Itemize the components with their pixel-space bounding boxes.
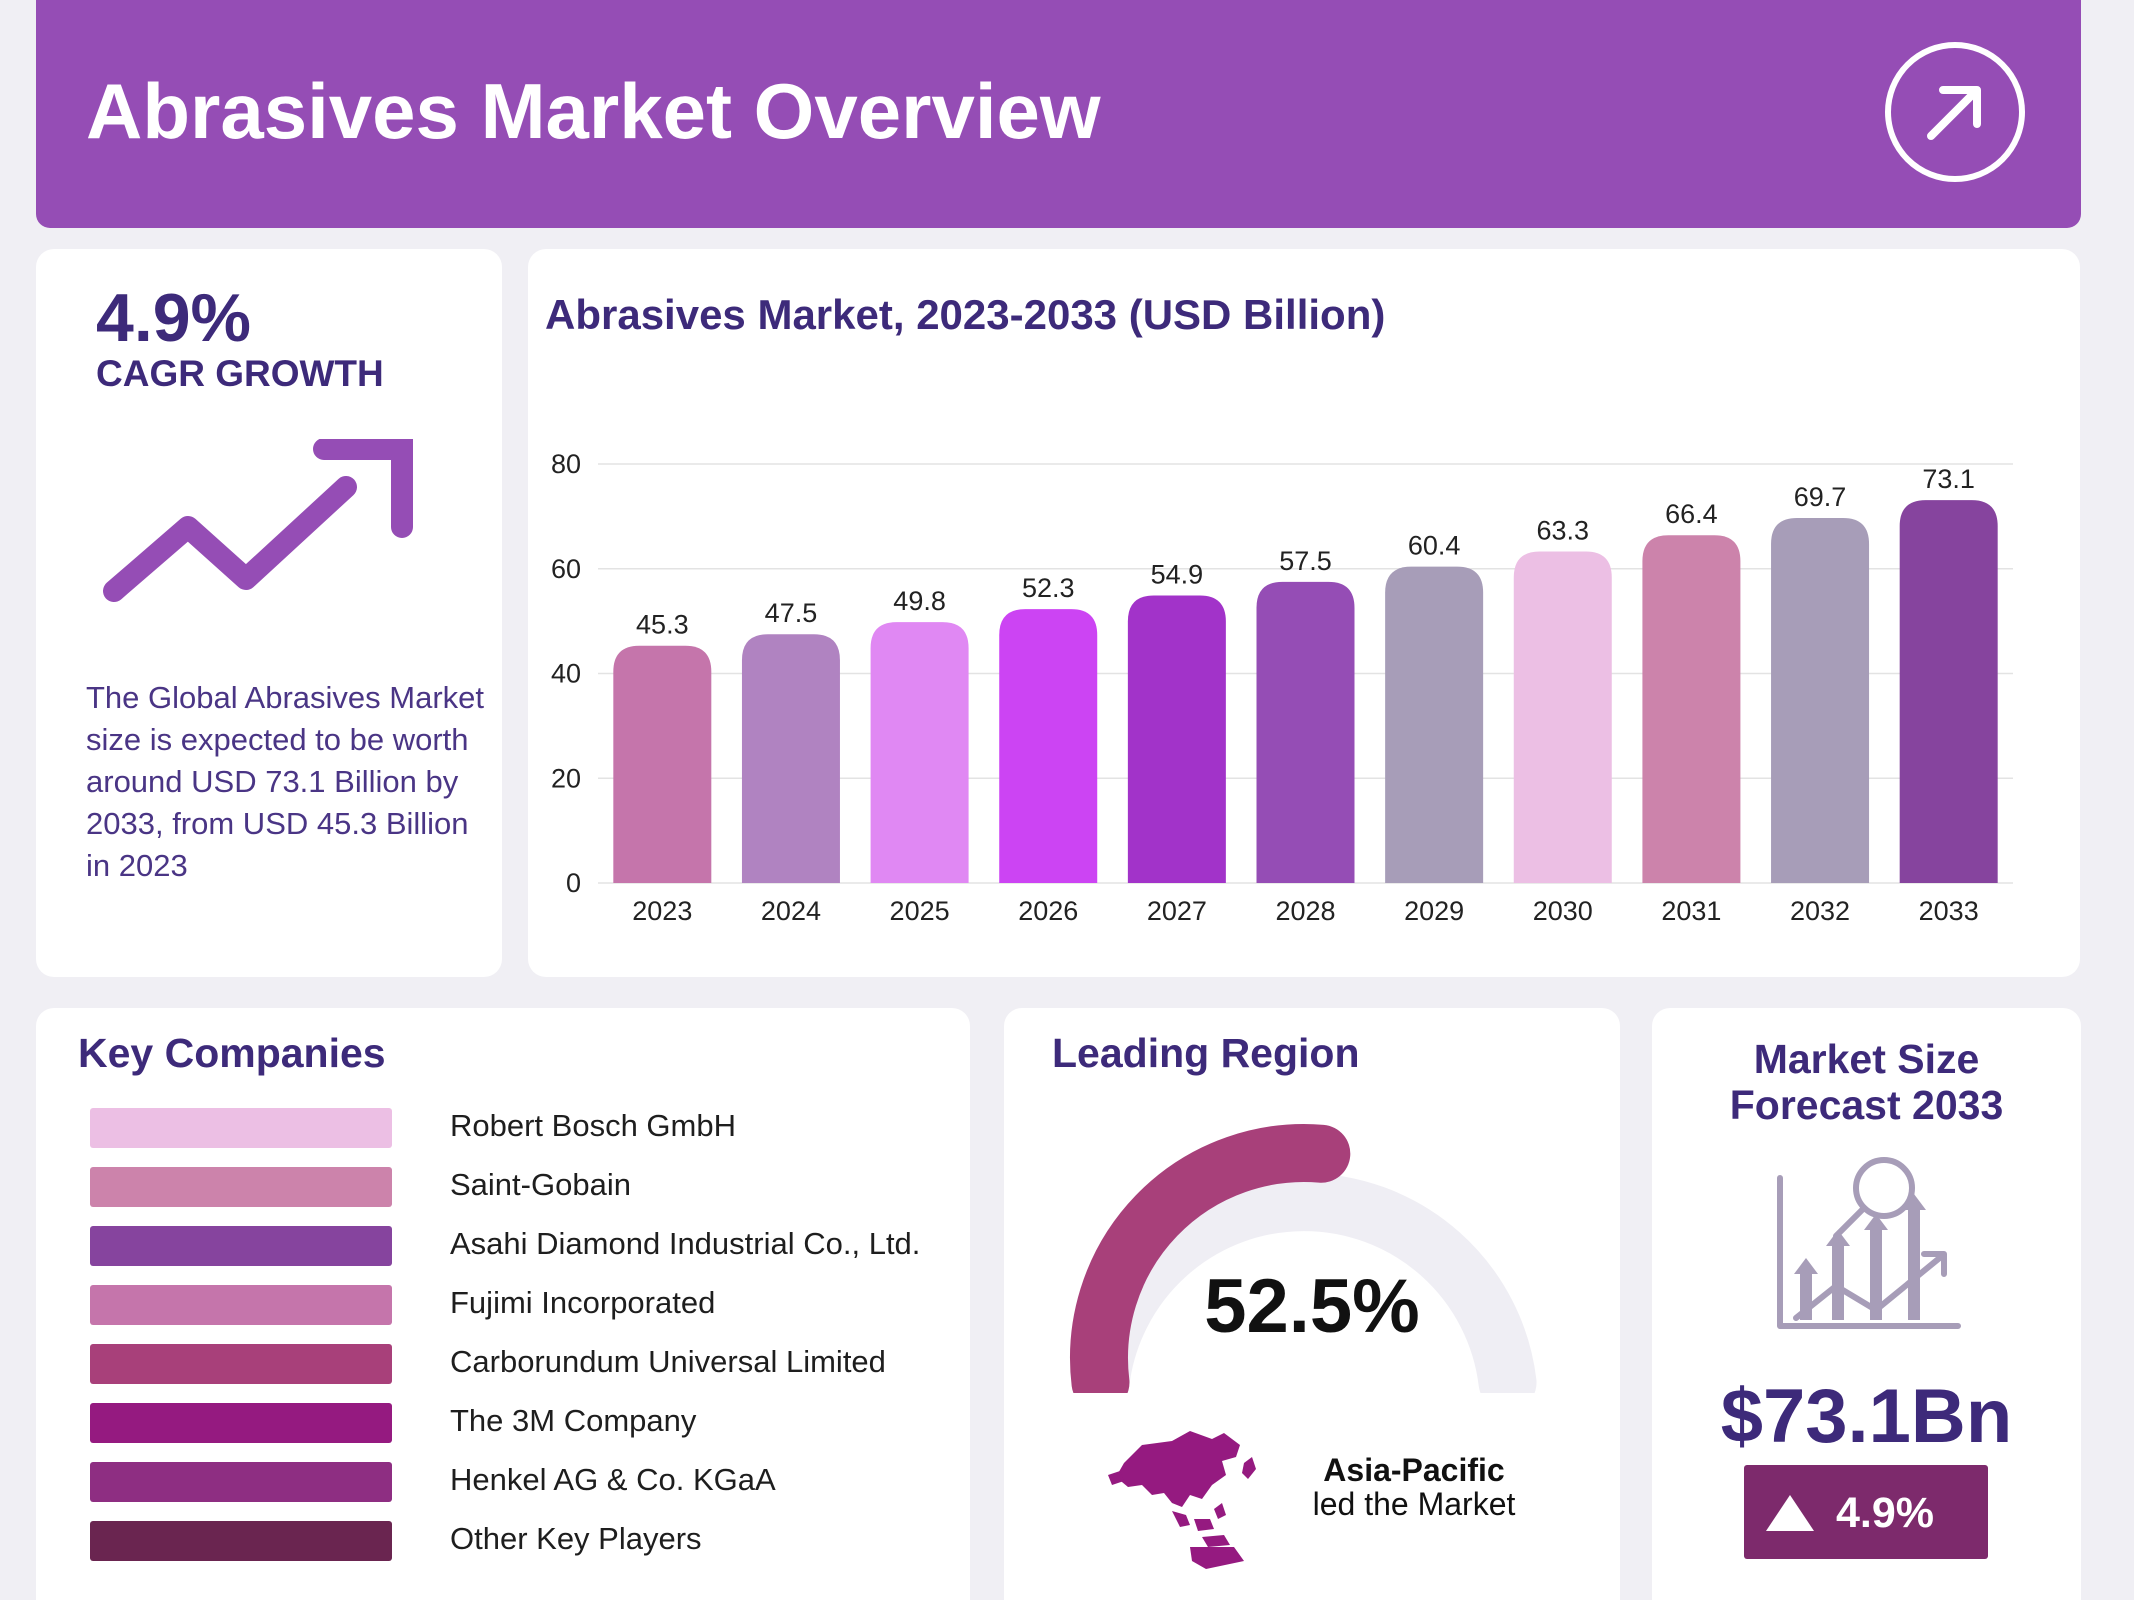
region-subtitle: led the Market	[1312, 1486, 1516, 1522]
company-swatch	[90, 1462, 392, 1502]
companies-title: Key Companies	[78, 1030, 386, 1076]
x-tick-label: 2024	[761, 896, 821, 926]
y-tick-label: 60	[551, 554, 581, 584]
y-tick-label: 0	[566, 868, 581, 898]
bar	[1771, 517, 1870, 883]
data-label: 54.9	[1151, 559, 1204, 589]
leading-region-card: Leading Region 52.5% Asia-Pacific led th…	[1004, 1008, 1620, 1600]
trend-up-icon	[103, 439, 413, 602]
company-swatch	[90, 1403, 392, 1443]
bar	[1513, 551, 1612, 883]
cagr-description: The Global Abrasives Market size is expe…	[86, 680, 485, 883]
cagr-card: 4.9% CAGR GROWTH The Global Abrasives Ma…	[36, 249, 502, 977]
forecast-title: Market Size Forecast 2033	[1652, 1036, 2081, 1128]
y-tick-label: 80	[551, 449, 581, 479]
growth-badge: 4.9%	[1744, 1465, 1988, 1559]
forecast-value: $73.1Bn	[1720, 1374, 2013, 1459]
data-label: 49.8	[893, 586, 946, 616]
company-row: Asahi Diamond Industrial Co., Ltd.	[90, 1224, 950, 1266]
company-name: Robert Bosch GmbH	[450, 1108, 736, 1143]
region-share-value: 52.5%	[1204, 1264, 1420, 1349]
company-row: Fujimi Incorporated	[90, 1283, 950, 1325]
asia-pacific-map-icon	[1108, 1431, 1256, 1569]
forecast-title-line1: Market Size	[1753, 1036, 1980, 1082]
data-label: 52.3	[1022, 573, 1075, 603]
page-title: Abrasives Market Overview	[86, 67, 1101, 155]
company-row: Carborundum Universal Limited	[90, 1342, 950, 1384]
data-label: 73.1	[1922, 464, 1975, 494]
bar	[1385, 566, 1484, 883]
company-name: Henkel AG & Co. KGaA	[450, 1462, 776, 1497]
company-row: Henkel AG & Co. KGaA	[90, 1460, 950, 1502]
bar	[999, 609, 1098, 883]
company-swatch	[90, 1226, 392, 1266]
y-tick-label: 20	[551, 763, 581, 793]
x-tick-label: 2031	[1661, 896, 1721, 926]
company-swatch	[90, 1167, 392, 1207]
x-tick-label: 2026	[1018, 896, 1078, 926]
x-tick-label: 2025	[890, 896, 950, 926]
company-name: Fujimi Incorporated	[450, 1285, 716, 1320]
data-label: 57.5	[1279, 546, 1332, 576]
bar	[613, 645, 712, 883]
region-name: Asia-Pacific	[1323, 1452, 1505, 1488]
company-swatch	[90, 1521, 392, 1561]
company-swatch	[90, 1344, 392, 1384]
bar	[1256, 581, 1355, 883]
header-banner: Abrasives Market Overview	[36, 0, 2081, 228]
bar-chart: 0 20 40 60 80 45.3 2023 47.5 2024 49.8 2025 52.3 202…	[551, 449, 2013, 926]
growth-badge-value: 4.9%	[1836, 1489, 1935, 1537]
company-name: Saint-Gobain	[450, 1167, 631, 1202]
company-row: Robert Bosch GmbH	[90, 1106, 950, 1148]
company-row: The 3M Company	[90, 1401, 950, 1443]
x-tick-label: 2033	[1919, 896, 1979, 926]
company-row: Saint-Gobain	[90, 1165, 950, 1207]
triangle-up-icon	[1766, 1495, 1814, 1531]
data-label: 60.4	[1408, 531, 1461, 561]
x-tick-label: 2027	[1147, 896, 1207, 926]
forecast-title-line2: Forecast 2033	[1729, 1082, 2004, 1128]
company-name: Carborundum Universal Limited	[450, 1344, 886, 1379]
bar	[1642, 535, 1741, 883]
x-tick-label: 2029	[1404, 896, 1464, 926]
company-name: Asahi Diamond Industrial Co., Ltd.	[450, 1226, 921, 1261]
key-companies-card: Key Companies Robert Bosch GmbH Saint-Go…	[36, 1008, 970, 1600]
x-tick-label: 2028	[1275, 896, 1335, 926]
data-label: 69.7	[1794, 482, 1847, 512]
y-tick-label: 40	[551, 659, 581, 689]
x-tick-label: 2030	[1533, 896, 1593, 926]
arrow-up-right-icon[interactable]	[1883, 40, 2027, 184]
market-forecast-card: Market Size Forecast 2033 $73.1Bn 4.9%	[1652, 1008, 2081, 1600]
x-tick-label: 2023	[632, 896, 692, 926]
company-swatch	[90, 1285, 392, 1325]
region-title: Leading Region	[1052, 1030, 1360, 1076]
cagr-value: 4.9%	[96, 280, 251, 356]
x-tick-label: 2032	[1790, 896, 1850, 926]
bar	[1899, 500, 1998, 883]
growth-analysis-icon	[1777, 1157, 1961, 1329]
data-label: 45.3	[636, 610, 689, 640]
company-name: Other Key Players	[450, 1521, 702, 1556]
company-swatch	[90, 1108, 392, 1148]
chart-card: Abrasives Market, 2023-2033 (USD Billion…	[528, 249, 2080, 977]
data-label: 66.4	[1665, 499, 1718, 529]
chart-title: Abrasives Market, 2023-2033 (USD Billion…	[545, 291, 1386, 338]
bar	[741, 634, 840, 883]
bar	[870, 622, 969, 883]
bar	[1127, 595, 1226, 883]
company-name: The 3M Company	[450, 1403, 697, 1438]
gauge-fill	[1070, 1124, 1351, 1393]
data-label: 63.3	[1536, 515, 1589, 545]
cagr-label: CAGR GROWTH	[96, 353, 384, 394]
region-share-gauge	[1070, 1124, 1537, 1393]
company-row: Other Key Players	[90, 1519, 950, 1561]
data-label: 47.5	[765, 598, 818, 628]
